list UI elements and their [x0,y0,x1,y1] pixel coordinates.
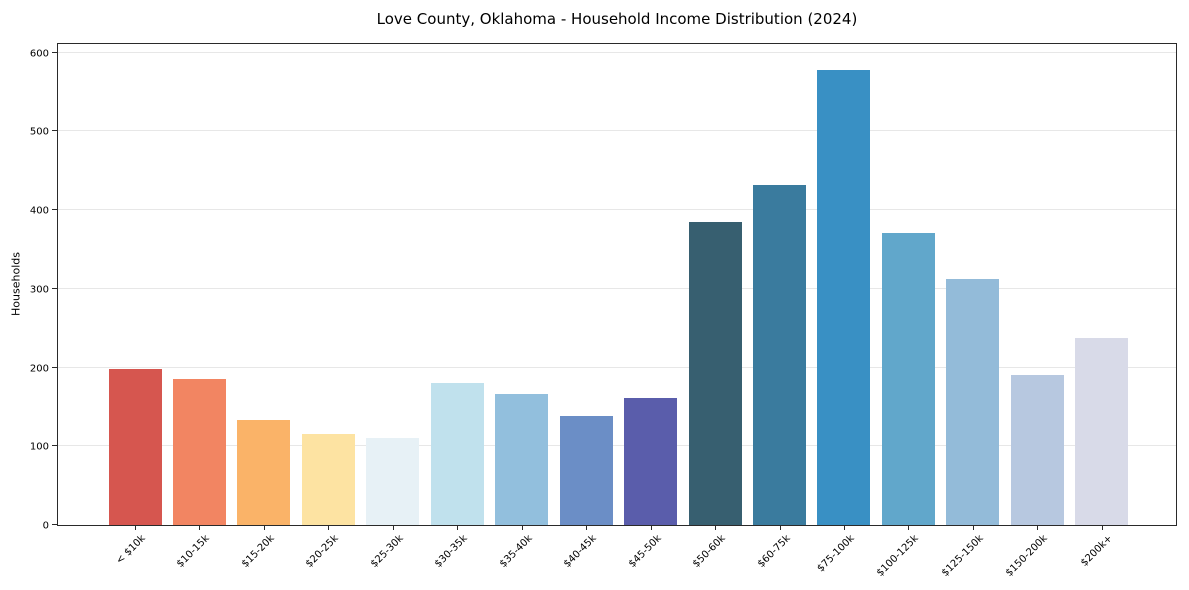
x-tick-mark [908,525,910,530]
gridline-y300 [58,287,1176,289]
x-tick-mark [457,525,459,530]
x-tick-label: $15-20k [239,533,277,570]
x-tick-label: $200k+ [1078,533,1115,569]
x-tick-mark [521,525,523,530]
x-tick-mark [135,525,136,530]
x-tick-mark [715,525,717,530]
x-tick-mark [972,525,974,530]
x-tick-label: $75-100k [815,533,857,575]
bar-20-25k [301,433,355,525]
x-tick-label: $25-30k [368,533,406,570]
x-tick-mark [392,525,394,530]
x-tick-label: $45-50k [626,533,664,570]
x-tick-mark [328,525,330,530]
y-tick-mark [52,524,58,525]
x-tick-label: $150-200k [1004,533,1051,579]
gridline-y100 [58,445,1176,447]
y-tick-mark [52,130,58,132]
y-tick-mark [52,51,58,53]
x-tick-mark [263,525,265,530]
x-tick-label: $125-150k [939,533,986,579]
gridline-y500 [58,130,1176,132]
y-tick-mark [52,209,58,211]
bar-15-20k [237,419,291,525]
bar-10k [108,369,162,525]
x-tick-mark [1037,525,1039,530]
bar-75-100k [817,69,871,525]
x-tick-mark [779,525,781,530]
chart-title: Love County, Oklahoma - Household Income… [376,10,858,28]
bar-30-35k [430,383,484,525]
y-tick-label: 400 [29,205,49,217]
plot-area: 0 100 200 300 400 500 600 < $10k $10-15k $15-20k $… [30,43,1177,579]
x-tick-label: $60-75k [755,533,793,570]
bar-150-200k [1010,374,1064,525]
gridline-y200 [58,366,1176,368]
x-tick-mark [586,525,588,530]
bar-45-50k [624,398,678,525]
y-tick-label: 200 [29,363,49,375]
bar-40-45k [559,416,613,525]
bar-200k [1075,337,1129,525]
bar-125-150k [946,279,1000,525]
y-tick-label: 0 [42,520,49,532]
x-tick-mark [650,525,652,530]
bar-50-60k [688,221,742,525]
y-axis-label: Households [9,252,23,316]
bar-60-75k [753,184,806,525]
gridline-y600 [58,51,1176,53]
bar-25-30k [366,438,420,525]
x-tick-label: $50-60k [690,533,728,570]
y-tick-mark [52,366,58,368]
bar-10-15k [172,378,226,525]
y-tick-mark [52,287,58,289]
x-tick-label: $30-35k [433,533,471,570]
gridline-y400 [58,209,1176,211]
y-tick-label: 100 [29,441,49,453]
x-tick-label: $100-125k [875,533,922,579]
y-tick-label: 300 [29,284,49,296]
y-tick-label: 600 [29,48,49,60]
x-tick-label: $10-15k [175,533,213,570]
bar-35-40k [495,394,549,525]
y-tick-mark [52,445,58,447]
x-tick-label: $40-45k [561,533,599,570]
x-tick-mark [1101,525,1103,530]
x-tick-label: $20-25k [304,533,342,570]
bar-100-125k [881,232,935,525]
y-tick-label: 500 [29,126,49,138]
x-tick-mark [199,525,201,530]
x-tick-mark [843,525,845,530]
x-tick-label: $35-40k [497,533,535,570]
x-tick-label: < $10k [114,533,148,567]
